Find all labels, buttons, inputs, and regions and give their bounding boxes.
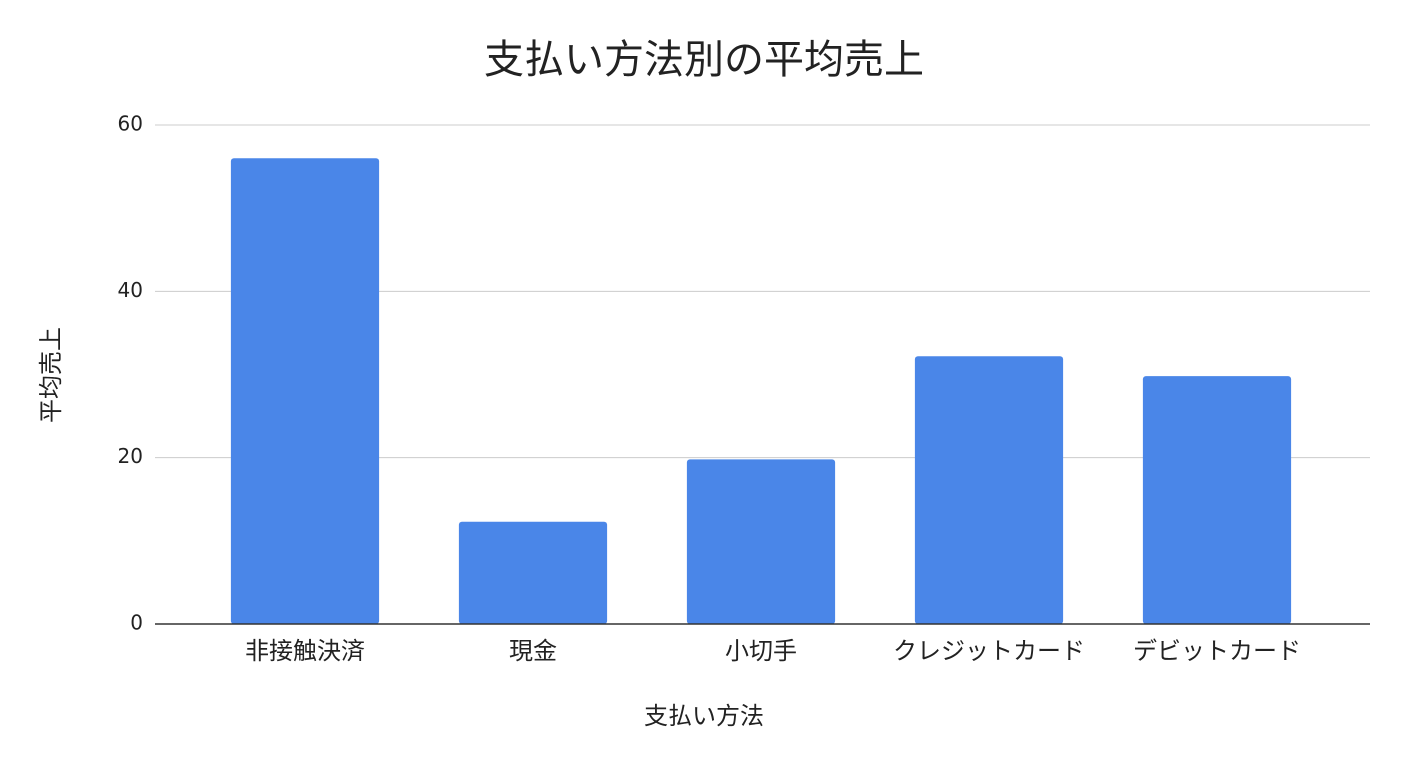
chart-title: 支払い方法別の平均売上 xyxy=(484,37,924,83)
y-tick-label: 0 xyxy=(130,611,143,635)
bar xyxy=(686,459,836,624)
y-tick-label: 60 xyxy=(118,112,143,136)
bar xyxy=(1142,376,1292,624)
y-axis-label: 平均売上 xyxy=(37,327,65,423)
x-tick-label: 非接触決済 xyxy=(245,637,365,665)
x-tick-label: デビットカード xyxy=(1133,637,1301,665)
x-tick-label: クレジットカード xyxy=(893,637,1085,665)
bar xyxy=(230,158,380,624)
y-tick-label: 40 xyxy=(118,278,143,302)
bar xyxy=(914,356,1064,624)
x-axis-label: 支払い方法 xyxy=(644,702,764,730)
x-tick-label: 現金 xyxy=(509,637,557,665)
bar xyxy=(458,521,608,624)
y-tick-label: 20 xyxy=(118,444,143,468)
x-tick-label: 小切手 xyxy=(725,637,797,665)
